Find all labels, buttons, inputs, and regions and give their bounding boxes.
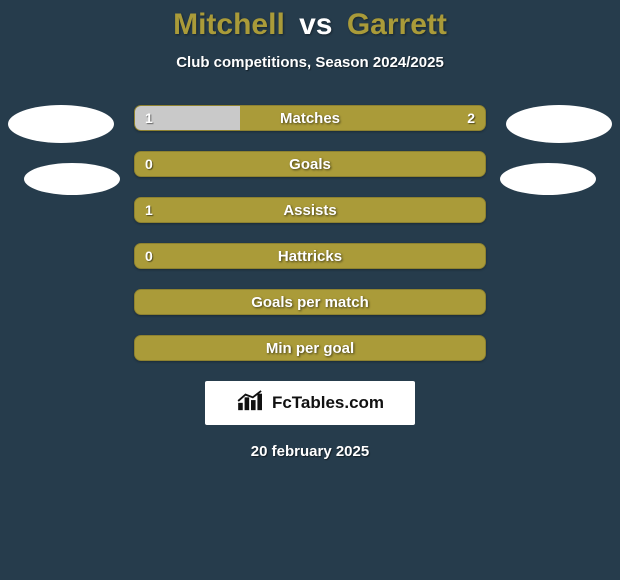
stat-bar: Matches1 2 bbox=[134, 105, 486, 131]
subtitle: Club competitions, Season 2024/2025 bbox=[0, 54, 620, 71]
bar-chart-icon bbox=[236, 390, 266, 417]
brand-text: FcTables.com bbox=[272, 393, 384, 413]
player2-name: Garrett bbox=[347, 8, 447, 41]
footer-date: 20 february 2025 bbox=[0, 443, 620, 460]
player1-avatar-top bbox=[8, 105, 114, 143]
bar-label: Min per goal bbox=[135, 336, 485, 360]
bar-label: Goals bbox=[135, 152, 485, 176]
bar-label: Hattricks bbox=[135, 244, 485, 268]
bar-right-value: 2 bbox=[457, 106, 485, 130]
stat-bar: Hattricks0 bbox=[134, 243, 486, 269]
bar-label: Goals per match bbox=[135, 290, 485, 314]
vs-label: vs bbox=[299, 8, 332, 41]
player1-avatar-bottom bbox=[24, 163, 120, 195]
chart-area: Matches12Goals0Assists1Hattricks0Goals p… bbox=[0, 105, 620, 361]
player1-name: Mitchell bbox=[173, 8, 285, 41]
stat-bar: Min per goal bbox=[134, 335, 486, 361]
bar-left-value: 1 bbox=[135, 106, 163, 130]
bar-left-value: 1 bbox=[135, 198, 163, 222]
bar-left-value: 0 bbox=[135, 244, 163, 268]
stat-bar: Goals0 bbox=[134, 151, 486, 177]
bar-label: Assists bbox=[135, 198, 485, 222]
title: Mitchell vs Garrett bbox=[0, 0, 620, 42]
stat-bar: Goals per match bbox=[134, 289, 486, 315]
bars-container: Matches12Goals0Assists1Hattricks0Goals p… bbox=[134, 105, 486, 361]
bar-left-value: 0 bbox=[135, 152, 163, 176]
player2-avatar-top bbox=[506, 105, 612, 143]
player2-avatar-bottom bbox=[500, 163, 596, 195]
stat-bar: Assists1 bbox=[134, 197, 486, 223]
bar-label: Matches bbox=[135, 106, 485, 130]
brand-box[interactable]: FcTables.com bbox=[205, 381, 415, 425]
